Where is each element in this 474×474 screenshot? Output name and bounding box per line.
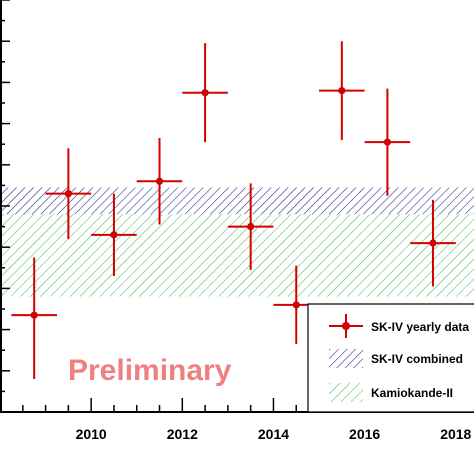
data-point-9	[364, 88, 411, 196]
legend-label-yearly: SK-IV yearly data	[371, 320, 469, 334]
legend-swatch-kamiokande	[329, 383, 363, 402]
x-tick-label: 2010	[76, 426, 107, 442]
data-point-5	[182, 43, 228, 143]
legend-entry-kamiokande-ii: Kamiokande-II	[329, 383, 453, 402]
legend-label-combined: SK-IV combined	[371, 352, 463, 366]
x-tick-label: 2018	[440, 426, 471, 442]
data-marker	[201, 89, 209, 97]
legend-swatch-combined	[329, 349, 363, 368]
data-marker	[383, 138, 392, 146]
data-marker	[110, 231, 118, 239]
data-marker	[338, 87, 346, 95]
data-marker	[292, 301, 300, 309]
data-marker	[247, 223, 255, 231]
legend-entry-sk-iv-yearly-data: SK-IV yearly data	[329, 314, 469, 338]
data-marker	[155, 177, 164, 185]
legend-marker-dot	[342, 322, 350, 330]
data-marker	[429, 239, 437, 247]
data-marker	[64, 190, 72, 198]
data-marker	[30, 311, 38, 319]
bands-layer	[0, 187, 474, 297]
legend-label-kamiokande: Kamiokande-II	[371, 386, 453, 400]
legend: SK-IV yearly data SK-IV combined Kamioka…	[307, 303, 474, 413]
data-point-1	[11, 257, 57, 380]
x-tick-label: 2016	[349, 426, 380, 442]
data-point-3	[91, 193, 137, 277]
band-kamiokande-ii	[0, 214, 474, 297]
data-point-8	[319, 41, 365, 141]
data-point-6	[227, 183, 274, 270]
x-tick-label: 2014	[258, 426, 289, 442]
data-point-2	[45, 148, 92, 239]
data-point-10	[410, 199, 456, 287]
legend-entry-sk-iv-combined: SK-IV combined	[329, 349, 463, 368]
band-sk-iv-combined	[0, 187, 474, 215]
x-tick-label: 2012	[167, 426, 198, 442]
data-point-4	[136, 138, 183, 225]
preliminary-annotation: Preliminary	[68, 354, 232, 387]
data-points-layer	[11, 41, 456, 380]
